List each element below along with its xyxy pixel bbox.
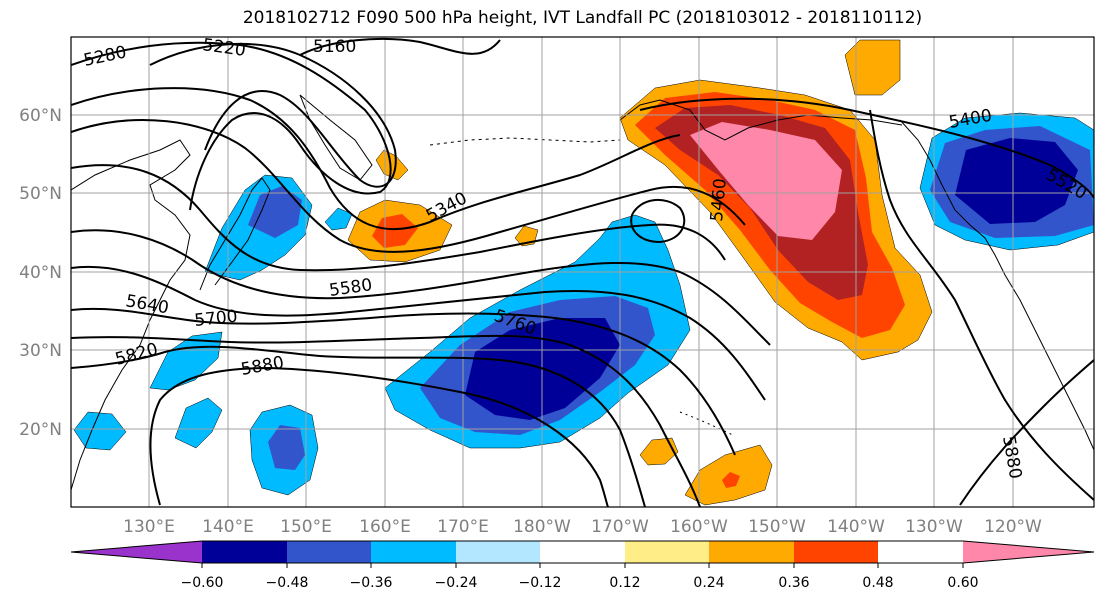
contour-5340 bbox=[71, 87, 681, 231]
contour-5820 bbox=[71, 345, 646, 507]
colorbar-segment-4 bbox=[456, 541, 540, 563]
lon-label-130w: 130°W bbox=[905, 517, 963, 537]
cb-label-neg060: −0.60 bbox=[181, 575, 224, 591]
lat-label-40n: 40°N bbox=[19, 263, 62, 283]
aleutian-islands bbox=[429, 137, 621, 146]
cb-label-neg012: −0.12 bbox=[519, 575, 562, 591]
lon-label-170w: 170°W bbox=[591, 517, 649, 537]
lon-label-150e: 150°E bbox=[280, 517, 332, 537]
colorbar-segments bbox=[70, 540, 1095, 564]
neg-region-japan-core bbox=[248, 186, 302, 238]
colorbar-segment-1 bbox=[202, 541, 287, 563]
neg-region-small-d bbox=[324, 207, 353, 231]
contour-label-5700: 5700 bbox=[193, 307, 238, 331]
lat-label-50n: 50°N bbox=[19, 184, 62, 204]
cb-label-060: 0.60 bbox=[947, 575, 978, 591]
pos-region-small-okhotsk bbox=[375, 149, 409, 181]
pos-region-alaska-core bbox=[690, 122, 842, 240]
map-area: 5280 5220 5160 5400 5520 5340 5460 5580 … bbox=[71, 35, 1094, 507]
colorbar-segment-8 bbox=[794, 541, 878, 563]
contour-5460 bbox=[71, 164, 726, 272]
cb-label-036: 0.36 bbox=[778, 575, 809, 591]
pos-region-yukon bbox=[844, 39, 901, 96]
lon-label-140w: 140°W bbox=[827, 517, 885, 537]
alaska-coast bbox=[619, 99, 903, 141]
pos-region-hawaii-core bbox=[722, 472, 740, 488]
colorbar-segment-5 bbox=[540, 541, 625, 563]
latitude-labels: 60°N 50°N 40°N 30°N 20°N bbox=[19, 106, 62, 440]
colorbar-segment-3 bbox=[371, 541, 456, 563]
lon-label-150w: 150°W bbox=[748, 517, 806, 537]
colorbar-segment-7 bbox=[709, 541, 794, 563]
contour-5760 bbox=[71, 334, 701, 507]
contour-5580 bbox=[71, 229, 771, 346]
pos-region-hawaii-west bbox=[639, 437, 679, 466]
lon-label-170e: 170°E bbox=[437, 517, 489, 537]
height-contours bbox=[71, 37, 1094, 507]
contour-5400 bbox=[71, 119, 746, 253]
lon-label-130e: 130°E bbox=[123, 517, 175, 537]
lon-label-140e: 140°E bbox=[202, 517, 254, 537]
colorbar-segment-under bbox=[71, 541, 202, 563]
contour-5880-west bbox=[149, 366, 609, 507]
japan-coast bbox=[199, 177, 271, 291]
contour-5640 bbox=[71, 266, 766, 401]
cb-label-neg024: −0.24 bbox=[435, 575, 478, 591]
neg-region-small-a bbox=[174, 397, 223, 449]
contour-5520-east bbox=[639, 97, 1094, 199]
neg-region-small-c bbox=[73, 411, 127, 451]
longitude-labels: 130°E 140°E 150°E 160°E 170°E 180°W 170°… bbox=[123, 517, 1042, 537]
colorbar-segment-over bbox=[963, 541, 1094, 563]
contour-5700 bbox=[71, 307, 736, 456]
lon-label-160e: 160°E bbox=[359, 517, 411, 537]
contour-5160 bbox=[299, 37, 501, 56]
colorbar-segment-6 bbox=[625, 541, 709, 563]
cb-label-neg036: −0.36 bbox=[350, 575, 393, 591]
cb-label-012: 0.12 bbox=[609, 575, 640, 591]
contour-label-5160: 5160 bbox=[313, 37, 356, 57]
contour-label-5220: 5220 bbox=[201, 35, 247, 61]
colorbar: −0.60 −0.48 −0.36 −0.24 −0.12 0.12 0.24 … bbox=[70, 540, 1095, 591]
contour-label-5460: 5460 bbox=[707, 178, 731, 223]
colorbar-ticks bbox=[201, 563, 964, 568]
lon-label-180w: 180°W bbox=[513, 517, 571, 537]
neg-region-west-coast-core bbox=[955, 138, 1078, 224]
lat-label-20n: 20°N bbox=[19, 420, 62, 440]
lat-label-60n: 60°N bbox=[19, 106, 62, 126]
cb-label-neg048: −0.48 bbox=[266, 575, 309, 591]
map-title: 2018102712 F090 500 hPa height, IVT Land… bbox=[242, 8, 923, 28]
contour-5280 bbox=[71, 41, 392, 211]
cb-label-024: 0.24 bbox=[693, 575, 724, 591]
lon-label-120w: 120°W bbox=[984, 517, 1042, 537]
ivt-positive-shading bbox=[347, 39, 933, 506]
contour-5880-east bbox=[869, 109, 1094, 501]
colorbar-tick-labels: −0.60 −0.48 −0.36 −0.24 −0.12 0.12 0.24 … bbox=[181, 575, 979, 591]
graticule bbox=[71, 37, 1094, 507]
contour-closed-low bbox=[630, 199, 686, 244]
asia-coast bbox=[71, 139, 191, 491]
colorbar-segment-2 bbox=[287, 541, 371, 563]
ivt-negative-shading bbox=[73, 112, 1094, 496]
cb-label-048: 0.48 bbox=[862, 575, 893, 591]
contour-na-east bbox=[959, 359, 1094, 506]
contour-5220 bbox=[149, 42, 397, 188]
map-frame bbox=[70, 36, 1095, 508]
hawaii-islands bbox=[679, 411, 736, 437]
lat-label-30n: 30°N bbox=[19, 341, 62, 361]
pos-region-kuril-core bbox=[372, 214, 418, 248]
lon-label-160w: 160°W bbox=[670, 517, 728, 537]
neg-region-philippine-core bbox=[268, 425, 305, 470]
